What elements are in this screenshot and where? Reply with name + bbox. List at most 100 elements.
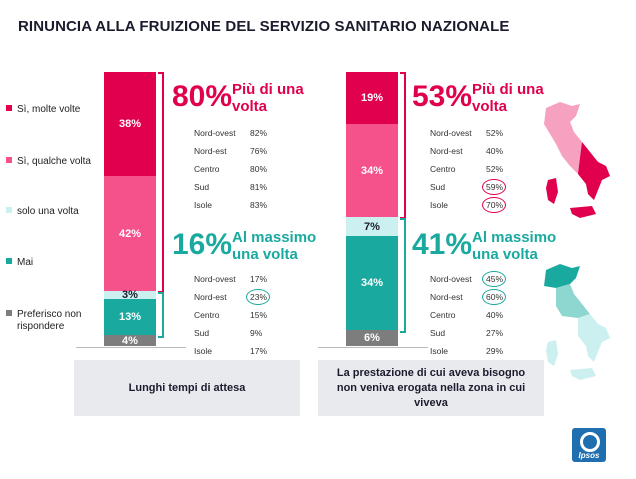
region-name: Nord-ovest bbox=[194, 128, 236, 138]
summary-pct-top: 53% bbox=[412, 80, 473, 113]
bar-segment-label: 3% bbox=[122, 289, 138, 302]
region-row-top: Nord-est 40% bbox=[430, 146, 520, 158]
region-value: 40% bbox=[486, 146, 504, 156]
region-name: Nord-est bbox=[430, 146, 463, 156]
legend-label: Sì, molte volte bbox=[17, 104, 81, 115]
legend-item-molte: Sì, molte volte bbox=[6, 104, 103, 116]
region-row-top: Nord-ovest 52% bbox=[430, 128, 520, 140]
legend-label: Preferisco non rispondere bbox=[17, 309, 82, 332]
legend-swatch bbox=[6, 258, 12, 264]
region-value: 17% bbox=[250, 346, 268, 356]
sardinia-teal bbox=[546, 340, 558, 366]
bracket-more-than-once bbox=[158, 72, 164, 294]
bracket-more-than-once bbox=[400, 72, 406, 220]
region-value: 81% bbox=[250, 182, 268, 192]
region-row-bottom: Centro 15% bbox=[194, 310, 284, 322]
region-row-top: Isole 70% bbox=[430, 200, 520, 212]
region-name: Isole bbox=[194, 200, 212, 210]
summary-label-bottom: Al massimo una volta bbox=[472, 229, 557, 263]
italy-south-teal bbox=[578, 314, 610, 362]
sicily-teal bbox=[570, 368, 596, 380]
summary-label-top: Più di una volta bbox=[232, 81, 304, 115]
region-value: 52% bbox=[486, 164, 504, 174]
italy-south-pink bbox=[578, 142, 610, 200]
summary-label-bottom: Al massimo una volta bbox=[232, 229, 317, 263]
region-row-top: Isole 83% bbox=[194, 200, 284, 212]
ipsos-logo: Ipsos bbox=[572, 428, 606, 462]
region-row-bottom: Nord-est 23% bbox=[194, 292, 284, 304]
italy-center-teal bbox=[556, 284, 590, 318]
bar-segment-una: 3% bbox=[104, 289, 156, 302]
legend-item-una: solo una volta bbox=[6, 206, 103, 218]
region-value: 27% bbox=[486, 328, 504, 338]
region-highlight-circle bbox=[246, 289, 270, 305]
region-value: 40% bbox=[486, 310, 504, 320]
bar-segment-label: 6% bbox=[364, 331, 380, 344]
region-name: Nord-ovest bbox=[430, 128, 472, 138]
bar-segment-label: 42% bbox=[118, 227, 142, 240]
legend-label: solo una volta bbox=[17, 206, 79, 217]
region-name: Centro bbox=[194, 310, 220, 320]
italy-map-teal-icon bbox=[544, 264, 610, 380]
region-value: 17% bbox=[250, 274, 268, 284]
region-value: 76% bbox=[250, 146, 268, 156]
legend-item-qualche: Sì, qualche volta bbox=[6, 156, 103, 168]
bar-segment-mai: 34% bbox=[346, 236, 398, 330]
category-caption-text: La prestazione di cui aveva bisogno non … bbox=[336, 366, 526, 409]
region-name: Isole bbox=[430, 200, 448, 210]
ipsos-logo-ring bbox=[580, 432, 600, 452]
category-caption: La prestazione di cui aveva bisogno non … bbox=[318, 360, 544, 416]
region-row-top: Nord-est 76% bbox=[194, 146, 284, 158]
region-name: Sud bbox=[194, 328, 210, 338]
bar-segment-label: 38% bbox=[118, 118, 142, 131]
legend-swatch bbox=[6, 310, 12, 316]
region-row-bottom: Nord-ovest 45% bbox=[430, 274, 520, 286]
bar-segment-label: 34% bbox=[360, 164, 384, 177]
region-row-bottom: Sud 9% bbox=[194, 328, 284, 340]
bar-segment-qualche: 42% bbox=[104, 176, 156, 292]
region-value: 15% bbox=[250, 310, 268, 320]
region-row-top: Sud 81% bbox=[194, 182, 284, 194]
region-name: Nord-ovest bbox=[430, 274, 472, 284]
region-name: Nord-est bbox=[194, 146, 227, 156]
region-row-bottom: Centro 40% bbox=[430, 310, 520, 322]
region-value: 29% bbox=[486, 346, 504, 356]
region-highlight-circle bbox=[482, 197, 506, 213]
region-value: 83% bbox=[250, 200, 268, 210]
summary-pct-bottom: 16% bbox=[172, 228, 233, 261]
bar-segment-molte: 38% bbox=[104, 72, 156, 177]
region-row-bottom: Sud 27% bbox=[430, 328, 520, 340]
region-name: Isole bbox=[430, 346, 448, 356]
legend-label: Sì, qualche volta bbox=[17, 156, 91, 167]
sicily-pink bbox=[570, 206, 596, 218]
region-name: Centro bbox=[194, 164, 220, 174]
baseline bbox=[76, 347, 186, 348]
legend-label: Mai bbox=[17, 257, 34, 268]
region-value: 82% bbox=[250, 128, 268, 138]
legend-swatch bbox=[6, 105, 12, 111]
legend-swatch bbox=[6, 207, 12, 213]
region-name: Sud bbox=[430, 328, 446, 338]
ipsos-logo-text: Ipsos bbox=[578, 451, 600, 460]
region-name: Isole bbox=[194, 346, 212, 356]
region-value: 80% bbox=[250, 164, 268, 174]
bar-segment-una: 7% bbox=[346, 217, 398, 237]
summary-label-top: Più di una volta bbox=[472, 81, 544, 115]
region-name: Sud bbox=[194, 182, 210, 192]
bracket-at-most-once bbox=[158, 292, 164, 339]
region-name: Sud bbox=[430, 182, 446, 192]
bar-segment-label: 34% bbox=[360, 276, 384, 289]
region-name: Centro bbox=[430, 164, 456, 174]
region-row-top: Nord-ovest 82% bbox=[194, 128, 284, 140]
bar-segment-label: 7% bbox=[364, 220, 380, 233]
category-caption: Lunghi tempi di attesa bbox=[74, 360, 300, 416]
region-highlight-circle bbox=[482, 271, 506, 287]
region-name: Centro bbox=[430, 310, 456, 320]
region-row-bottom: Isole 17% bbox=[194, 346, 284, 358]
bar-segment-mai: 13% bbox=[104, 299, 156, 336]
italy-north-teal bbox=[544, 264, 580, 288]
bracket-at-most-once bbox=[400, 218, 406, 333]
region-highlight-circle bbox=[482, 179, 506, 195]
bar-segment-molte: 19% bbox=[346, 72, 398, 125]
bar-segment-preferisco: 4% bbox=[104, 335, 156, 347]
